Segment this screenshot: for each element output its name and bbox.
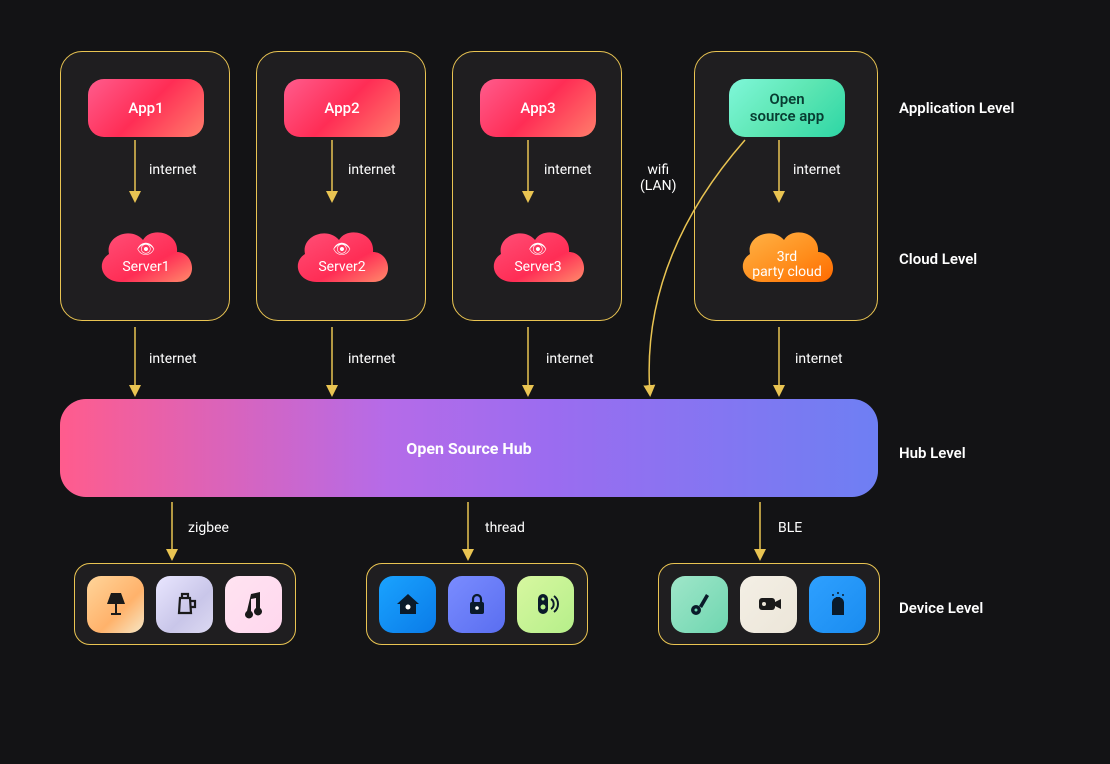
camera-icon xyxy=(740,576,797,633)
eye-icon: 👁 xyxy=(483,240,593,258)
column-app2: App2 👁 Server2 xyxy=(256,51,426,321)
edge-label-wifi: wifi (LAN) xyxy=(640,162,676,194)
device-group-thread xyxy=(366,563,588,645)
edge-label: internet xyxy=(546,351,594,367)
app1-node: App1 xyxy=(88,79,204,137)
column-app3: App3 👁 Server3 xyxy=(452,51,622,321)
level-label-application: Application Level xyxy=(899,99,1014,117)
oss-app-node: Open source app xyxy=(729,79,845,137)
diagram-root: Application Level Cloud Level Hub Level … xyxy=(0,0,1110,764)
eye-icon: 👁 xyxy=(287,240,397,258)
lock-icon xyxy=(448,576,505,633)
lamp-icon xyxy=(87,576,144,633)
spray-icon xyxy=(809,576,866,633)
server3-label: Server3 xyxy=(483,260,593,275)
music-icon xyxy=(225,576,282,633)
server1-cloud: 👁 Server1 xyxy=(91,212,201,292)
level-label-device: Device Level xyxy=(899,599,983,617)
open-source-hub: Open Source Hub xyxy=(60,399,878,497)
edge-label: internet xyxy=(149,351,197,367)
kettle-icon xyxy=(156,576,213,633)
oss-app-line1: Open xyxy=(769,91,804,108)
column-oss: Open source app 3rd party cloud xyxy=(694,51,878,321)
edge-label: internet xyxy=(795,351,843,367)
edge-label: zigbee xyxy=(188,520,229,536)
speaker-icon xyxy=(517,576,574,633)
device-group-zigbee xyxy=(74,563,296,645)
edge-label: BLE xyxy=(778,520,802,536)
third-cloud-label: 3rd party cloud xyxy=(732,250,842,281)
server2-label: Server2 xyxy=(287,260,397,275)
edge-label: internet xyxy=(544,162,592,178)
server2-cloud: 👁 Server2 xyxy=(287,212,397,292)
edge-label: internet xyxy=(348,162,396,178)
edge-label: thread xyxy=(485,520,525,536)
level-label-cloud: Cloud Level xyxy=(899,250,977,268)
app2-node: App2 xyxy=(284,79,400,137)
oss-app-line2: source app xyxy=(750,108,824,125)
edge-label: internet xyxy=(149,162,197,178)
server1-label: Server1 xyxy=(91,260,201,275)
server3-cloud: 👁 Server3 xyxy=(483,212,593,292)
app3-node: App3 xyxy=(480,79,596,137)
home-icon xyxy=(379,576,436,633)
edge-label: internet xyxy=(793,162,841,178)
third-party-cloud: 3rd party cloud xyxy=(732,212,842,292)
device-group-ble xyxy=(658,563,880,645)
column-app1: App1 👁 Server1 xyxy=(60,51,230,321)
edge-label: internet xyxy=(348,351,396,367)
eye-icon: 👁 xyxy=(91,240,201,258)
level-label-hub: Hub Level xyxy=(899,444,966,462)
vacuum-icon xyxy=(671,576,728,633)
